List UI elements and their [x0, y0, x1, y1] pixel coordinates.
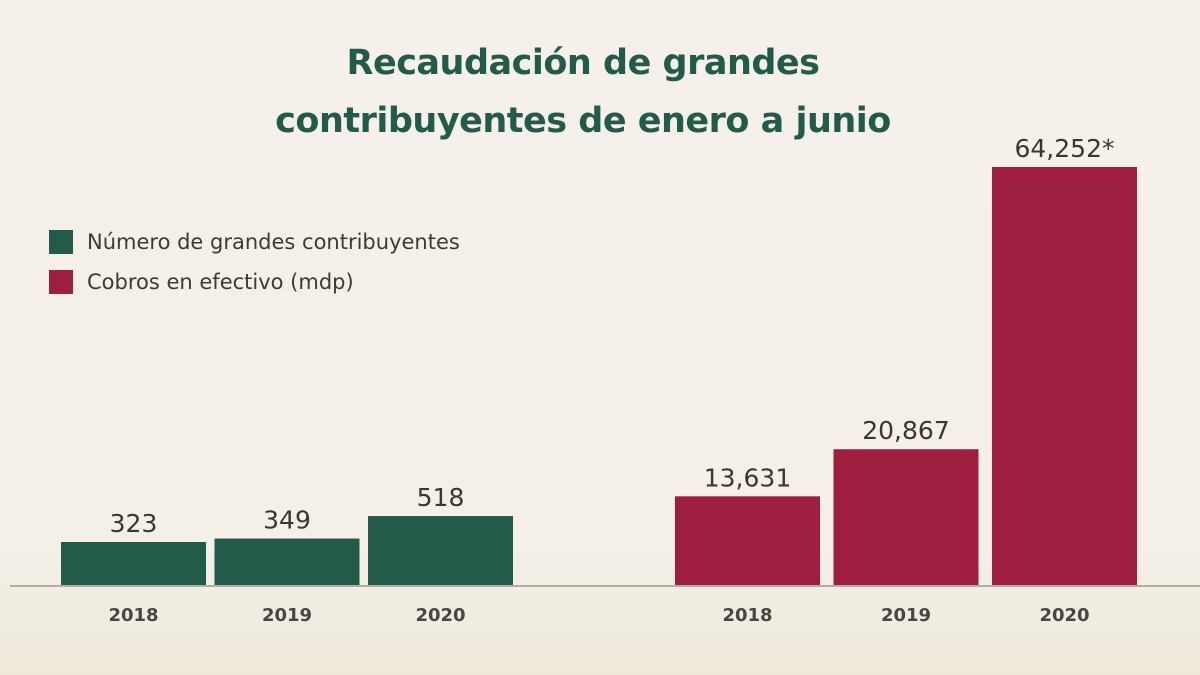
- value-label: 323: [110, 509, 158, 538]
- value-label: 13,631: [704, 463, 791, 492]
- bar-contribuyentes-2018: [61, 542, 206, 585]
- x-tick-label: 2020: [1039, 605, 1089, 626]
- value-label: 64,252*: [1015, 134, 1115, 163]
- x-tick-label: 2018: [722, 605, 772, 626]
- value-label: 20,867: [862, 416, 949, 445]
- bar-cobros-2020: [992, 167, 1137, 585]
- chart-title-line-2: contribuyentes de enero a junio: [275, 101, 891, 141]
- x-tick-label: 2020: [415, 605, 465, 626]
- value-label: 518: [417, 483, 465, 512]
- bar-cobros-2018: [675, 496, 820, 585]
- bar-contribuyentes-2019: [214, 538, 360, 585]
- legend-item-cobros: Cobros en efectivo (mdp): [49, 262, 460, 302]
- legend: Número de grandes contribuyentes Cobros …: [49, 222, 460, 302]
- x-tick-label: 2019: [262, 605, 312, 626]
- legend-item-contribuyentes: Número de grandes contribuyentes: [49, 222, 460, 262]
- legend-swatch-red: [49, 270, 73, 294]
- value-label: 349: [263, 506, 311, 535]
- chart-title-line-1: Recaudación de grandes: [346, 43, 820, 83]
- legend-swatch-green: [49, 230, 73, 254]
- x-tick-label: 2018: [108, 605, 158, 626]
- x-tick-label: 2019: [881, 605, 931, 626]
- chart-title: Recaudación de grandes contribuyentes de…: [0, 34, 1166, 150]
- bar-contribuyentes-2020: [368, 516, 513, 585]
- legend-label: Número de grandes contribuyentes: [87, 230, 460, 254]
- legend-label: Cobros en efectivo (mdp): [87, 270, 354, 294]
- bar-cobros-2019: [833, 449, 979, 585]
